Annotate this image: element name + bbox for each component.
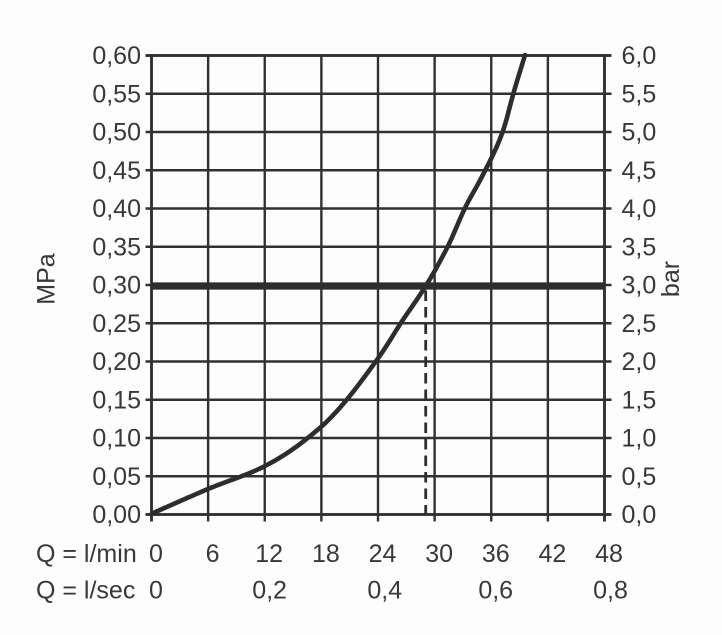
svg-text:12: 12	[255, 540, 283, 568]
svg-text:42: 42	[538, 540, 566, 568]
svg-text:0,8: 0,8	[593, 577, 628, 605]
svg-text:0,50: 0,50	[92, 119, 141, 147]
svg-text:0,30: 0,30	[92, 272, 141, 300]
svg-text:0,4: 0,4	[367, 577, 402, 605]
svg-text:Q = l/sec: Q = l/sec	[36, 577, 135, 605]
svg-text:0,6: 0,6	[478, 577, 513, 605]
svg-text:2,5: 2,5	[622, 310, 657, 338]
svg-text:3,5: 3,5	[622, 233, 657, 261]
svg-text:30: 30	[425, 540, 453, 568]
svg-text:Q = l/min: Q = l/min	[36, 540, 137, 568]
svg-text:0,40: 0,40	[92, 195, 141, 223]
svg-text:0,2: 0,2	[252, 577, 287, 605]
svg-text:6: 6	[206, 540, 220, 568]
svg-text:0,45: 0,45	[92, 157, 141, 185]
svg-text:0: 0	[149, 577, 163, 605]
svg-text:0,0: 0,0	[622, 501, 657, 529]
svg-text:0,55: 0,55	[92, 81, 141, 109]
svg-text:0: 0	[149, 540, 163, 568]
svg-text:4,0: 4,0	[622, 195, 657, 223]
svg-text:0,60: 0,60	[92, 42, 141, 70]
svg-text:4,5: 4,5	[622, 157, 657, 185]
svg-text:0,10: 0,10	[92, 425, 141, 453]
svg-text:0,5: 0,5	[622, 463, 657, 491]
svg-text:5,5: 5,5	[622, 81, 657, 109]
svg-text:0,20: 0,20	[92, 348, 141, 376]
svg-text:1,0: 1,0	[622, 425, 657, 453]
svg-text:0,15: 0,15	[92, 386, 141, 414]
svg-text:0,35: 0,35	[92, 233, 141, 261]
svg-text:2,0: 2,0	[622, 348, 657, 376]
svg-text:MPa: MPa	[33, 253, 61, 305]
svg-text:bar: bar	[657, 261, 685, 297]
svg-text:0,25: 0,25	[92, 310, 141, 338]
svg-text:24: 24	[369, 540, 397, 568]
svg-text:0,00: 0,00	[92, 501, 141, 529]
svg-text:48: 48	[595, 540, 623, 568]
svg-text:36: 36	[482, 540, 510, 568]
svg-text:18: 18	[312, 540, 340, 568]
svg-text:6,0: 6,0	[622, 42, 657, 70]
svg-text:0,05: 0,05	[92, 463, 141, 491]
svg-text:1,5: 1,5	[622, 386, 657, 414]
svg-text:5,0: 5,0	[622, 119, 657, 147]
svg-text:3,0: 3,0	[622, 272, 657, 300]
